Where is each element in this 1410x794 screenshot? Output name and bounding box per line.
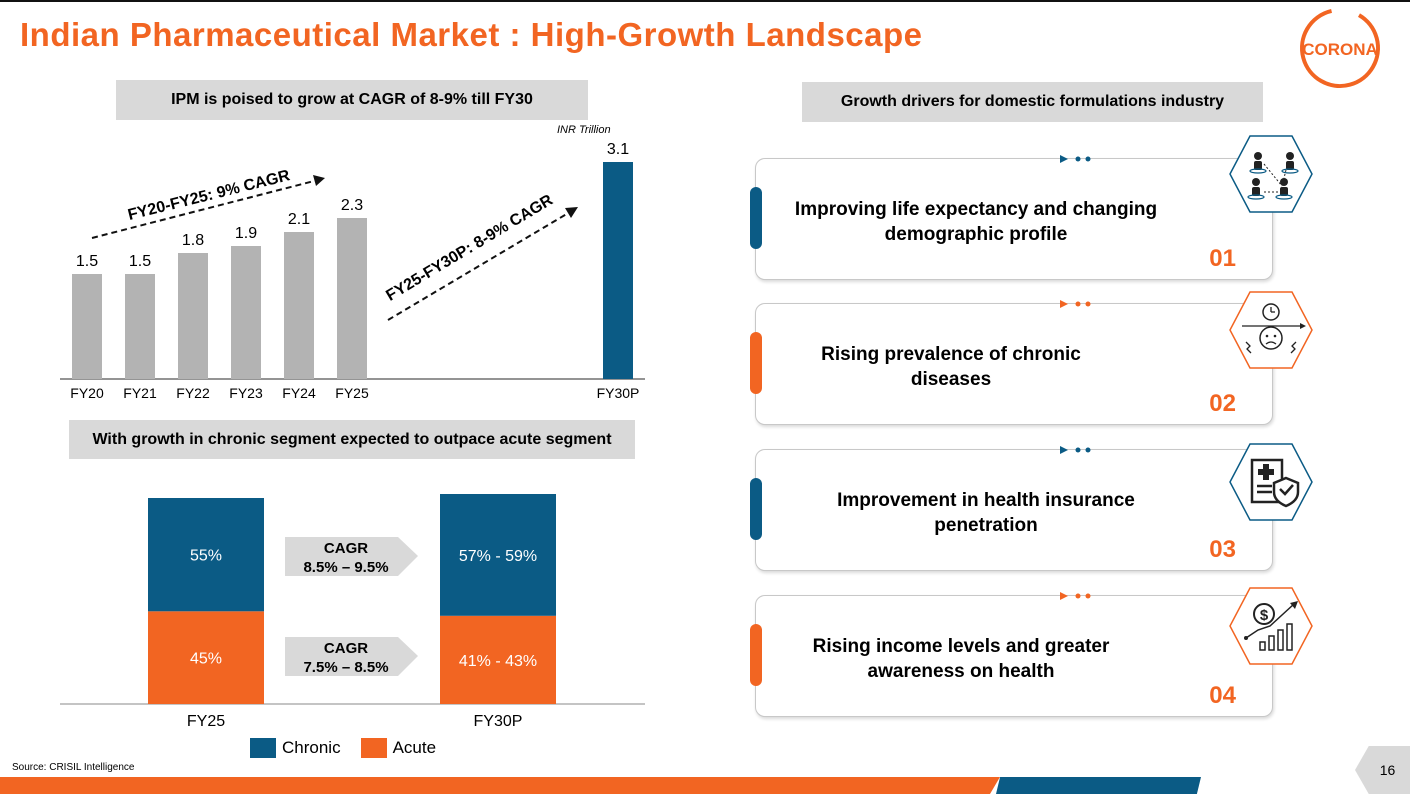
chronic-cagr-arrow: CAGR 8.5% – 9.5% <box>285 537 418 576</box>
card-accent-bar <box>750 187 762 249</box>
card-accent-bar <box>750 332 762 394</box>
legend-chronic: Chronic <box>250 738 341 758</box>
card-accent-bar <box>750 478 762 540</box>
svg-text:$: $ <box>1260 607 1269 624</box>
bar-value-label: 1.5 <box>76 253 98 270</box>
people-network-icon <box>1229 135 1313 213</box>
bar-value-label: 3.1 <box>607 141 629 158</box>
insurance-document-shield-icon <box>1229 443 1313 521</box>
x-tick-label: FY25 <box>335 385 369 401</box>
driver-card-3: Improvement in health insurance penetrat… <box>750 446 1273 571</box>
stack-value-label: 57% - 59% <box>459 548 537 565</box>
dollar-growth-chart-icon: $ <box>1229 587 1313 665</box>
stack-value-label: 55% <box>190 548 222 565</box>
stack-acute-fy30p <box>440 615 556 704</box>
footer-orange-band <box>0 777 1000 794</box>
legend-acute: Acute <box>360 738 437 758</box>
bar-fy24 <box>284 232 314 379</box>
chronic-cagr-value: 8.5% – 9.5% <box>303 559 388 576</box>
stack-value-label: 45% <box>190 651 222 668</box>
bar-fy22 <box>178 253 208 379</box>
driver-number: 02 <box>1209 390 1236 417</box>
driver-number: 04 <box>1209 682 1236 709</box>
x-tick-label: FY20 <box>70 385 104 401</box>
bar-fy25 <box>337 218 367 379</box>
driver-text: Rising income levels and greater awarene… <box>812 636 1110 682</box>
segment-chart-header: With growth in chronic segment expected … <box>69 420 635 459</box>
card-dots-icon <box>1060 446 1091 454</box>
x-tick-label: FY24 <box>282 385 316 401</box>
acute-cagr-title: CAGR <box>324 640 368 657</box>
bar-value-label: 2.3 <box>341 197 363 214</box>
driver-card-1: Improving life expectancy and changing d… <box>750 155 1273 280</box>
growth-drivers-header: Growth drivers for domestic formulations… <box>802 82 1263 122</box>
stack-chronic-fy30p <box>440 494 556 616</box>
bar-value-label: 1.5 <box>129 253 151 270</box>
unit-label: INR Trillion <box>557 124 611 136</box>
stack-category-label: FY30P <box>474 713 523 730</box>
card-dots-icon <box>1060 155 1091 163</box>
bar-fy23 <box>231 246 261 379</box>
stack-category-label: FY25 <box>187 713 225 730</box>
bar-fy21 <box>125 274 155 379</box>
driver-number: 01 <box>1209 245 1236 272</box>
source-note: Source: CRISIL Intelligence <box>12 762 135 773</box>
x-tick-label: FY23 <box>229 385 263 401</box>
driver-card-4: Rising income levels and greater awarene… <box>750 592 1273 717</box>
legend-chronic-swatch <box>250 738 276 758</box>
bar-value-label: 2.1 <box>288 211 310 228</box>
acute-cagr-arrow: CAGR 7.5% – 8.5% <box>285 637 418 676</box>
legend-acute-label: Acute <box>392 738 437 757</box>
stack-chronic-fy25 <box>148 498 264 612</box>
legend-chronic-label: Chronic <box>282 738 341 757</box>
card-accent-bar <box>750 624 762 686</box>
x-tick-label: FY22 <box>176 385 210 401</box>
driver-number: 03 <box>1209 536 1236 563</box>
corona-logo: CORONA <box>1297 5 1383 91</box>
bar-value-label: 1.9 <box>235 225 257 242</box>
stack-acute-fy25 <box>148 611 264 704</box>
x-tick-label: FY21 <box>123 385 157 401</box>
stack-value-label: 41% - 43% <box>459 653 537 670</box>
ipm-chart-header: IPM is poised to grow at CAGR of 8-9% ti… <box>116 80 588 120</box>
segment-legend: Chronic Acute <box>250 738 448 758</box>
bar-fy20 <box>72 274 102 379</box>
logo-text: CORONA <box>1302 40 1378 59</box>
x-tick-label: FY30P <box>597 385 640 401</box>
footer-blue-band <box>996 777 1201 794</box>
top-border <box>0 0 1410 2</box>
acute-cagr-value: 7.5% – 8.5% <box>303 659 388 676</box>
chronic-cagr-title: CAGR <box>324 540 368 557</box>
page-title: Indian Pharmaceutical Market : High-Grow… <box>20 16 923 53</box>
stressed-person-clock-icon <box>1229 291 1313 369</box>
card-dots-icon <box>1060 592 1091 600</box>
legend-acute-swatch <box>360 738 387 758</box>
driver-card-2: Rising prevalence of chronic diseases 02 <box>750 300 1273 425</box>
bar-value-label: 1.8 <box>182 232 204 249</box>
driver-text: Improving life expectancy and changing d… <box>794 199 1158 245</box>
card-dots-icon <box>1060 300 1091 308</box>
driver-text: Improvement in health insurance penetrat… <box>837 490 1135 536</box>
bar-fy30p <box>603 162 633 379</box>
driver-text: Rising prevalence of chronic diseases <box>821 344 1081 390</box>
